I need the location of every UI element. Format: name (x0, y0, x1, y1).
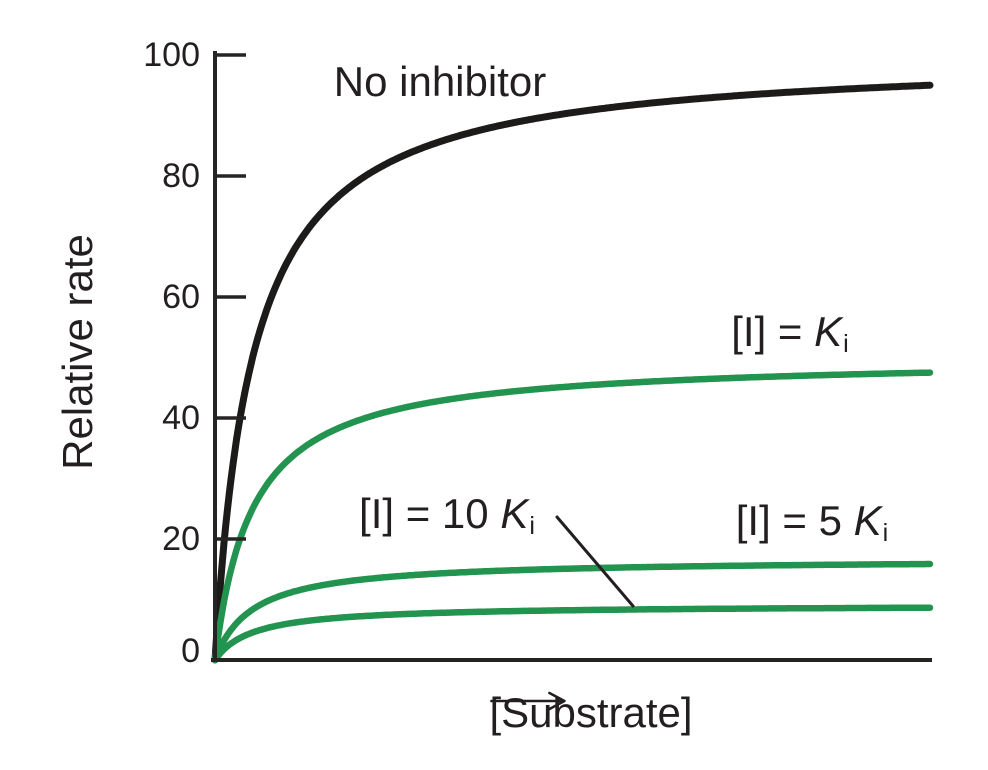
curve-ki (211, 369, 934, 664)
curve-10ki (211, 604, 934, 664)
label-ki-symbol: K (814, 308, 843, 355)
label-5ki-subscript: i (882, 518, 889, 547)
y-tick-label-0: 0 (181, 632, 200, 670)
y-tick-label-60: 60 (162, 278, 200, 316)
y-tick-label-100: 100 (143, 36, 200, 74)
y-axis-title: Relative rate (54, 234, 101, 470)
label-10ki-subscript: i (529, 511, 535, 540)
y-tick-label-80: 80 (162, 157, 200, 195)
right-arrow-icon (490, 691, 566, 711)
label-ki-prefix: [I] = (731, 308, 815, 355)
label-no-inhibitor: No inhibitor (333, 58, 547, 105)
label-5ki-prefix: [I] = 5 (735, 497, 854, 544)
label-10ki-symbol: K (500, 490, 529, 537)
y-tick-marks (217, 53, 246, 541)
pointer-line-10ki (555, 515, 635, 608)
label-ki-subscript: i (843, 329, 849, 358)
curve-no-inhibitor (211, 81, 934, 664)
y-tick-label-20: 20 (162, 520, 200, 558)
curve-5ki (211, 560, 934, 664)
y-tick-label-40: 40 (162, 399, 200, 437)
label-10ki-prefix: [I] = 10 (359, 490, 501, 537)
x-axis-title: [Substrate] (489, 689, 693, 736)
x-axis-title-group: [Substrate] (489, 689, 692, 737)
label-5ki-symbol: K (853, 497, 882, 544)
